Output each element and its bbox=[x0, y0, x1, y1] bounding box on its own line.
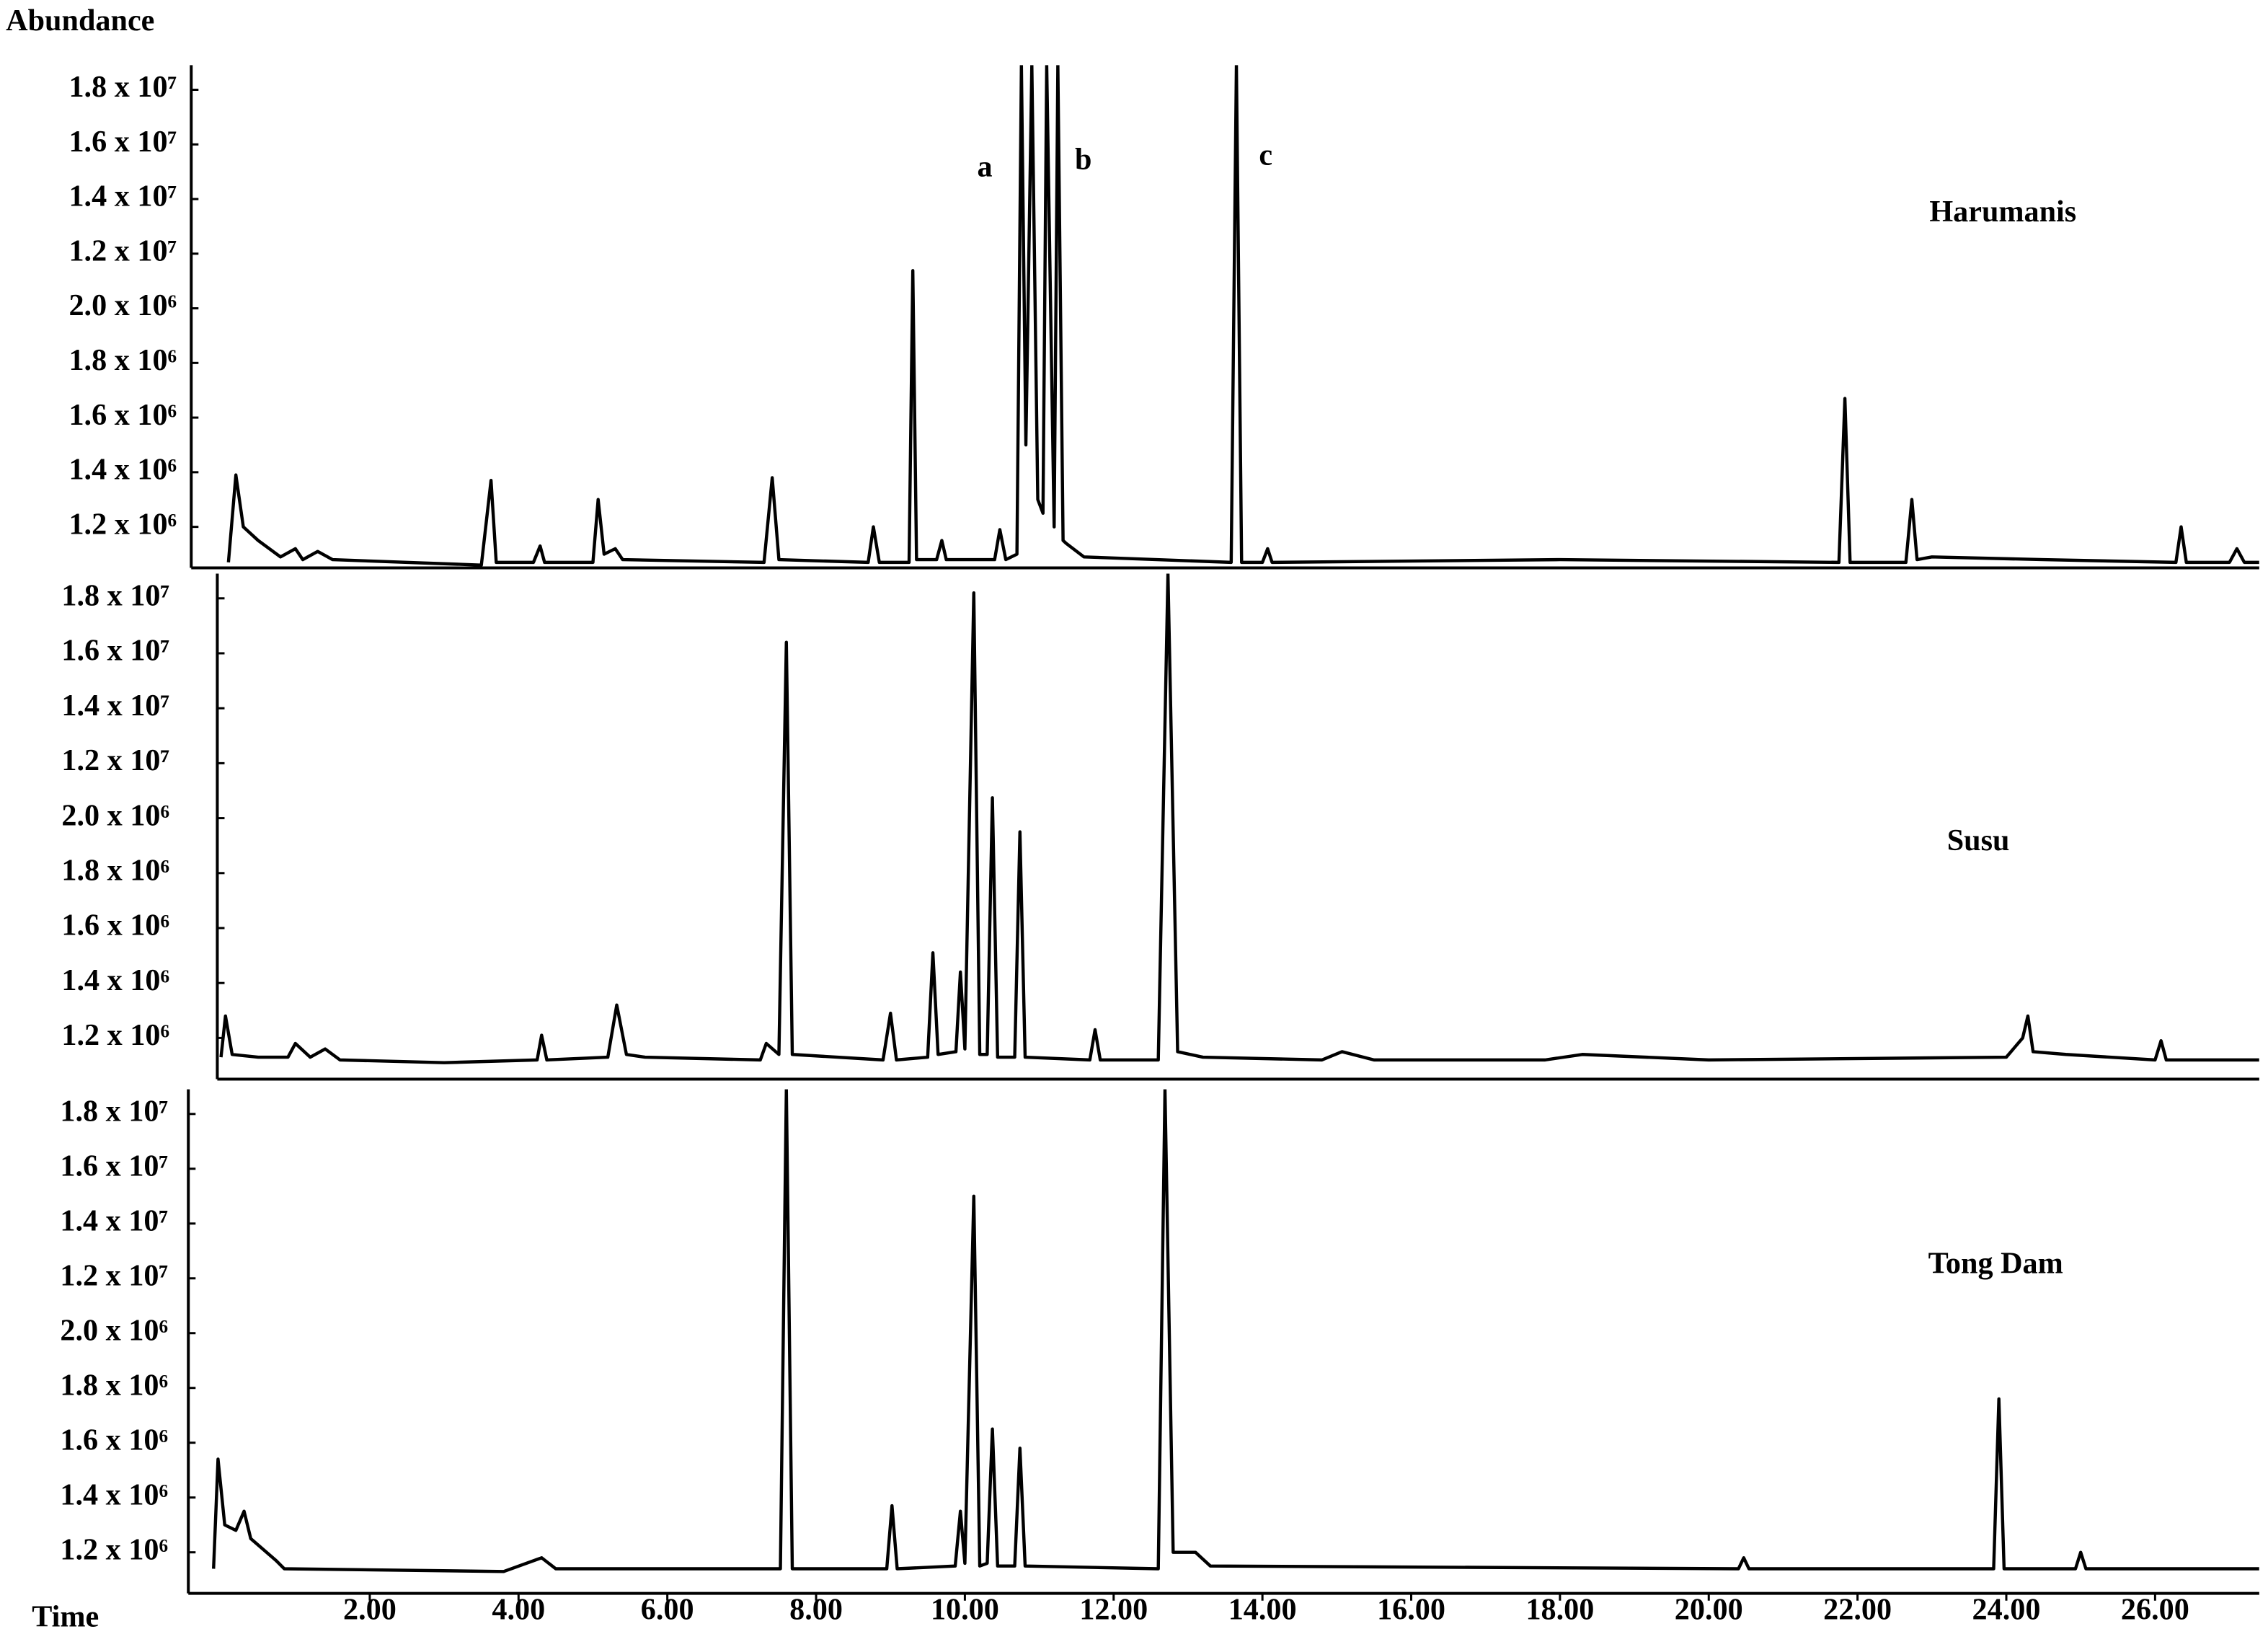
y-tick-label: 1.2 x 10⁶ bbox=[60, 1532, 168, 1566]
panel-title: Tong Dam bbox=[1928, 1246, 2063, 1280]
x-tick-label: 4.00 bbox=[492, 1592, 545, 1626]
y-tick-label: 1.6 x 10⁶ bbox=[60, 1423, 168, 1457]
x-tick-label: 22.00 bbox=[1823, 1592, 1892, 1626]
y-tick-label: 1.4 x 10⁷ bbox=[68, 180, 177, 213]
x-tick-label: 12.00 bbox=[1079, 1592, 1148, 1626]
y-tick-label: 1.8 x 10⁷ bbox=[68, 70, 177, 104]
y-tick-label: 1.6 x 10⁶ bbox=[68, 398, 177, 432]
y-tick-label: 1.8 x 10⁷ bbox=[60, 1094, 168, 1128]
y-tick-label: 1.6 x 10⁷ bbox=[68, 125, 177, 159]
x-tick-label: 6.00 bbox=[641, 1592, 694, 1626]
x-tick-label: 14.00 bbox=[1228, 1592, 1297, 1626]
x-axis-label: Time bbox=[32, 1600, 99, 1634]
y-tick-label: 1.6 x 10⁷ bbox=[61, 634, 169, 668]
trace bbox=[226, 65, 2259, 567]
y-tick-label: 1.8 x 10⁶ bbox=[61, 853, 169, 887]
x-tick-label: 8.00 bbox=[789, 1592, 843, 1626]
x-tick-label: 16.00 bbox=[1377, 1592, 1445, 1626]
y-axis-label: Abundance bbox=[6, 4, 154, 37]
y-tick-label: 1.8 x 10⁶ bbox=[68, 343, 177, 377]
y-tick-label: 1.4 x 10⁷ bbox=[61, 689, 169, 723]
trace bbox=[219, 573, 2259, 1064]
y-tick-label: 1.2 x 10⁶ bbox=[61, 1018, 169, 1052]
y-tick-label: 1.2 x 10⁶ bbox=[68, 507, 177, 541]
x-tick-label: 18.00 bbox=[1525, 1592, 1594, 1626]
panel-title: Susu bbox=[1947, 824, 2010, 857]
peak-annotation: c bbox=[1259, 138, 1272, 172]
y-tick-label: 2.0 x 10⁶ bbox=[61, 798, 169, 832]
y-tick-label: 1.4 x 10⁷ bbox=[60, 1204, 168, 1237]
x-tick-label: 2.00 bbox=[343, 1592, 397, 1626]
y-tick-label: 1.2 x 10⁷ bbox=[60, 1258, 168, 1292]
y-tick-label: 1.2 x 10⁷ bbox=[61, 743, 169, 777]
y-tick-label: 1.4 x 10⁶ bbox=[60, 1478, 168, 1511]
y-tick-label: 1.2 x 10⁷ bbox=[68, 234, 177, 268]
y-tick-label: 1.4 x 10⁶ bbox=[68, 453, 177, 487]
y-tick-label: 1.6 x 10⁷ bbox=[60, 1149, 168, 1183]
y-tick-label: 1.6 x 10⁶ bbox=[61, 909, 169, 942]
y-tick-label: 2.0 x 10⁶ bbox=[68, 288, 177, 322]
x-tick-label: 20.00 bbox=[1675, 1592, 1743, 1626]
peak-annotation: a bbox=[978, 150, 993, 184]
x-tick-label: 10.00 bbox=[931, 1592, 999, 1626]
y-tick-label: 1.8 x 10⁶ bbox=[60, 1368, 168, 1402]
peak-annotation: b bbox=[1075, 143, 1091, 177]
y-tick-label: 1.4 x 10⁶ bbox=[61, 963, 169, 997]
y-tick-label: 1.8 x 10⁷ bbox=[61, 578, 169, 612]
trace bbox=[212, 1089, 2259, 1573]
x-tick-label: 26.00 bbox=[2121, 1592, 2189, 1626]
x-tick-label: 24.00 bbox=[1972, 1592, 2041, 1626]
panel-title: Harumanis bbox=[1929, 195, 2076, 229]
y-tick-label: 2.0 x 10⁶ bbox=[60, 1313, 168, 1347]
